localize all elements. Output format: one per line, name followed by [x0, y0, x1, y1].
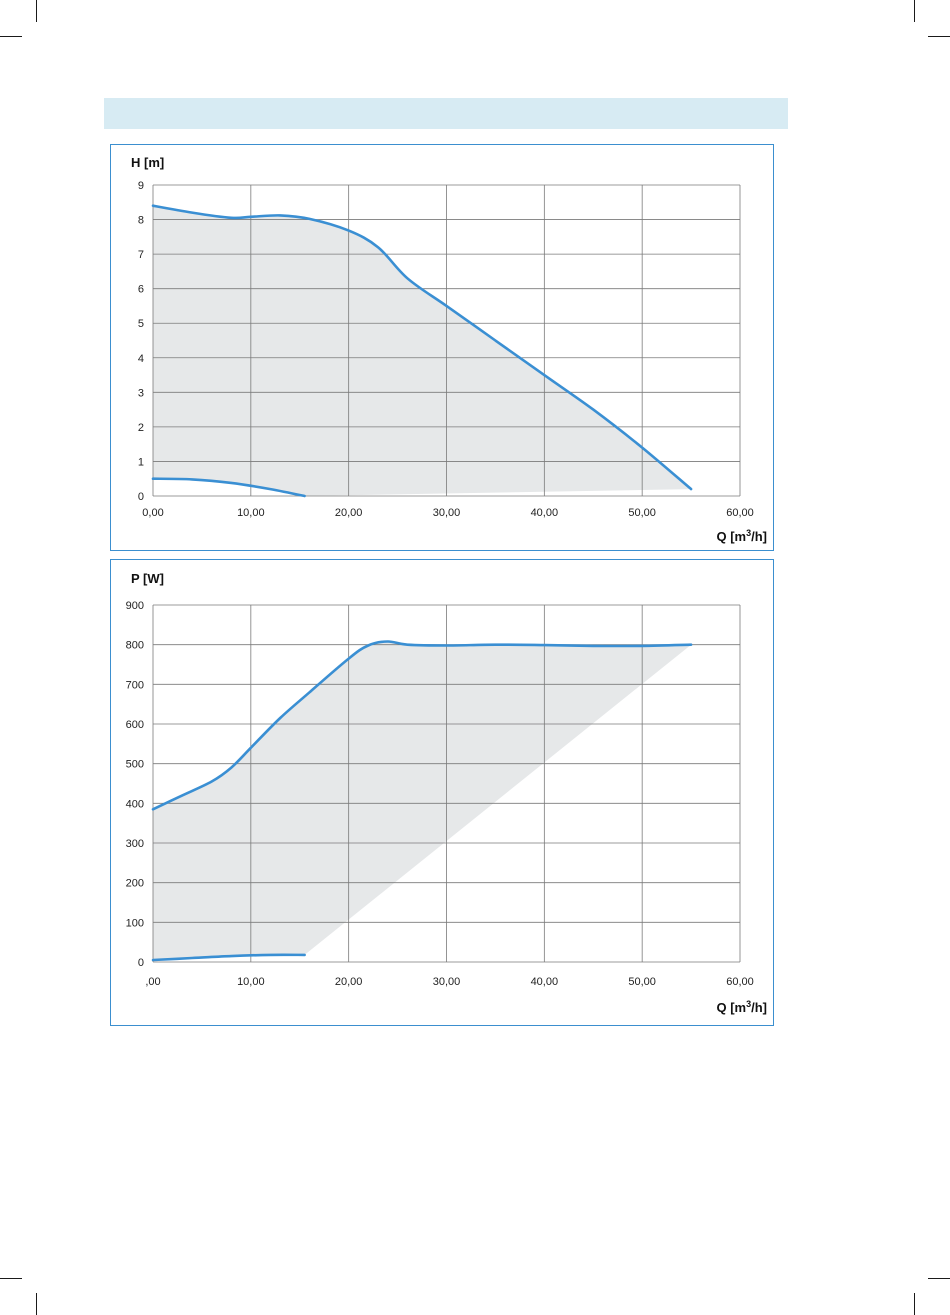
- head-chart: 0 1 2 3 4 5 6 7 8 9 0,00 10,00 20,00 30,00 40,00 50,00 6…: [131, 155, 767, 544]
- power-x-tick-label: 50,00: [628, 976, 656, 988]
- power-y-tick-label: 800: [126, 640, 144, 652]
- power-y-tick-label: 200: [126, 878, 144, 890]
- crop-mark: [36, 0, 37, 22]
- power-y-tick-label: 700: [126, 679, 144, 691]
- power-y-tick-label: 900: [126, 600, 144, 612]
- header-band: [104, 98, 788, 129]
- power-y-tick-label: 100: [126, 917, 144, 929]
- crop-mark: [0, 36, 22, 37]
- crop-mark: [928, 1278, 950, 1279]
- power-x-tick-label: 10,00: [237, 976, 265, 988]
- power-x-axis-title: Q [m3/h]: [716, 999, 767, 1015]
- head-max-curve: [151, 204, 693, 491]
- power-x-tick-label: 40,00: [531, 976, 559, 988]
- head-x-axis-title: Q [m3/h]: [716, 528, 767, 544]
- power-y-axis-title: P [W]: [131, 571, 164, 586]
- head-y-tick-label: 6: [138, 284, 144, 296]
- power-x-tick-label: 60,00: [726, 976, 754, 988]
- power-x-tick-label: 20,00: [335, 976, 363, 988]
- crop-mark: [914, 0, 915, 22]
- head-x-tick-label: 60,00: [726, 507, 754, 519]
- head-y-tick-label: 7: [138, 249, 144, 261]
- crop-mark: [36, 1293, 37, 1315]
- head-y-tick-label: 3: [138, 387, 144, 399]
- head-y-tick-label: 5: [138, 318, 144, 330]
- crop-mark: [914, 1293, 915, 1315]
- head-x-tick-label: 40,00: [531, 507, 559, 519]
- power-y-tick-label: 300: [126, 838, 144, 850]
- head-x-tick-label: 0,00: [142, 507, 163, 519]
- head-y-tick-label: 0: [138, 491, 144, 503]
- chart-panel-head: 0 1 2 3 4 5 6 7 8 9 0,00 10,00 20,00 30,00 40,00 50,00 6…: [110, 144, 774, 551]
- head-y-tick-label: 4: [138, 353, 144, 365]
- power-min-curve: [151, 953, 306, 962]
- head-x-tick-label: 30,00: [433, 507, 461, 519]
- head-y-tick-label: 9: [138, 180, 144, 192]
- crop-mark: [0, 1278, 22, 1279]
- power-y-tick-label: 600: [126, 719, 144, 731]
- head-y-tick-label: 1: [138, 456, 144, 468]
- head-x-tick-label: 10,00: [237, 507, 265, 519]
- power-operating-area: [153, 641, 692, 960]
- head-y-tick-label: 8: [138, 215, 144, 227]
- head-x-tick-label: 50,00: [628, 507, 656, 519]
- power-y-tick-label: 0: [138, 957, 144, 969]
- head-min-curve: [151, 477, 306, 498]
- head-y-tick-label: 2: [138, 422, 144, 434]
- power-x-tick-label: ,00: [145, 976, 160, 988]
- head-x-tick-label: 20,00: [335, 507, 363, 519]
- power-max-curve: [151, 640, 693, 811]
- crop-mark: [928, 36, 950, 37]
- chart-panel-power: 0 100 200 300 400 500 600 700 800 900 ,00 10,00 20,0…: [110, 559, 774, 1026]
- power-x-tick-label: 30,00: [433, 976, 461, 988]
- power-y-tick-label: 400: [126, 798, 144, 810]
- power-y-tick-label: 500: [126, 759, 144, 771]
- head-y-axis-title: H [m]: [131, 155, 164, 170]
- head-operating-area: [153, 205, 692, 496]
- power-chart: 0 100 200 300 400 500 600 700 800 900 ,00 10,00 20,0…: [126, 571, 767, 1015]
